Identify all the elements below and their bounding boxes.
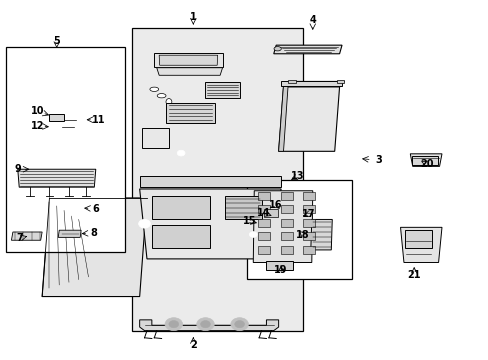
Bar (266, 261, 293, 270)
Bar (288, 80, 295, 83)
Polygon shape (278, 87, 339, 151)
Polygon shape (42, 198, 147, 297)
Text: 13: 13 (291, 171, 304, 181)
Bar (5, 47, 125, 252)
Polygon shape (140, 320, 278, 330)
Bar (258, 205, 270, 213)
Text: 11: 11 (91, 115, 105, 125)
Text: 8: 8 (90, 228, 97, 238)
Circle shape (67, 207, 79, 216)
Circle shape (200, 320, 210, 328)
Text: 12: 12 (30, 121, 44, 131)
Bar (405, 230, 431, 248)
Text: 14: 14 (257, 208, 270, 218)
Bar (258, 219, 270, 226)
Bar (258, 232, 270, 240)
Text: 10: 10 (30, 106, 44, 116)
Text: 4: 4 (309, 15, 316, 26)
Bar (303, 246, 315, 253)
Circle shape (76, 116, 86, 123)
Circle shape (168, 320, 178, 328)
Text: 21: 21 (407, 270, 420, 280)
Polygon shape (154, 53, 222, 67)
Bar (303, 192, 315, 200)
Ellipse shape (157, 94, 165, 98)
Polygon shape (159, 55, 217, 65)
Text: 6: 6 (92, 204, 99, 214)
Polygon shape (11, 232, 42, 240)
Bar (303, 219, 315, 226)
Circle shape (196, 318, 214, 330)
Text: 5: 5 (53, 36, 60, 46)
Circle shape (164, 318, 182, 330)
Bar (303, 205, 315, 213)
Bar (280, 192, 292, 200)
Polygon shape (409, 154, 441, 166)
Text: 19: 19 (274, 265, 287, 275)
Polygon shape (273, 45, 341, 54)
Text: 3: 3 (374, 155, 381, 165)
Circle shape (234, 320, 244, 328)
Polygon shape (58, 230, 81, 237)
Bar (49, 114, 64, 121)
Bar (411, 156, 437, 165)
Text: 1: 1 (189, 12, 196, 22)
Bar (264, 209, 277, 217)
Bar (152, 196, 210, 220)
Polygon shape (157, 68, 222, 75)
Polygon shape (283, 81, 344, 87)
Polygon shape (18, 169, 96, 187)
Polygon shape (278, 81, 288, 151)
Circle shape (21, 233, 31, 240)
Bar (205, 82, 239, 98)
Bar (132, 28, 303, 330)
Bar (152, 225, 210, 248)
Bar (280, 232, 292, 240)
Circle shape (54, 124, 62, 130)
Text: 17: 17 (302, 209, 315, 219)
Polygon shape (140, 176, 281, 187)
Circle shape (177, 150, 184, 156)
Ellipse shape (273, 46, 281, 51)
Text: 18: 18 (296, 230, 309, 239)
Text: 2: 2 (189, 340, 196, 350)
Circle shape (249, 231, 257, 237)
Text: 7: 7 (17, 233, 23, 243)
Bar (142, 128, 168, 148)
Bar (303, 232, 315, 240)
Circle shape (230, 318, 248, 330)
Bar (166, 103, 215, 123)
Text: 16: 16 (268, 200, 282, 210)
Bar (258, 192, 270, 200)
Ellipse shape (150, 87, 158, 91)
Bar (280, 205, 292, 213)
Polygon shape (140, 189, 281, 259)
Ellipse shape (174, 108, 178, 113)
Ellipse shape (165, 99, 171, 105)
Bar (224, 196, 261, 220)
Text: 15: 15 (242, 216, 256, 226)
Bar (246, 180, 351, 279)
Bar (281, 81, 341, 86)
Bar (336, 80, 344, 83)
Text: 20: 20 (420, 159, 433, 169)
Bar (258, 246, 270, 253)
Circle shape (139, 220, 150, 228)
Polygon shape (400, 227, 441, 262)
Bar (280, 246, 292, 253)
Text: 9: 9 (14, 164, 21, 174)
Bar (280, 219, 292, 226)
Polygon shape (310, 220, 331, 250)
Polygon shape (253, 191, 312, 262)
